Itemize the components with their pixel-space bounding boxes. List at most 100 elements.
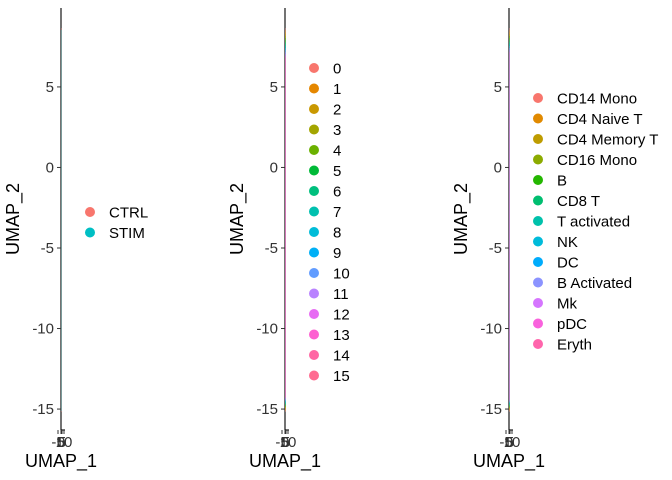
y-tick-label: -5	[41, 240, 54, 257]
legend-label: T activated	[557, 214, 630, 231]
y-tick-label: -15	[256, 401, 278, 418]
legend-label: CD4 Memory T	[557, 132, 658, 149]
y-tick-label: 0	[46, 159, 54, 176]
legend-key	[533, 236, 543, 247]
legend-label: CD16 Mono	[557, 152, 637, 169]
legend-label: 7	[333, 204, 341, 221]
y-tick-label: -5	[489, 240, 502, 257]
x-tick-label: -5	[51, 434, 64, 451]
legend-label: 5	[333, 163, 341, 180]
legend-key	[309, 268, 319, 278]
y-tick-label: -10	[256, 321, 278, 338]
legend: CD14 Mono CD4 Naive T CD4 Memory T CD16 Mon…	[533, 91, 658, 354]
x-tick-label: 10	[280, 434, 297, 451]
y-tick-label: -5	[265, 240, 278, 257]
y-tick-label: -10	[480, 321, 502, 338]
y-tick-label: 5	[270, 79, 278, 96]
legend-label: 4	[333, 143, 341, 160]
legend-label: 15	[333, 368, 350, 385]
y-axis-title: UMAP_2	[3, 183, 24, 255]
legend-label: 12	[333, 307, 350, 324]
legend-label: 9	[333, 245, 341, 262]
legend-key	[533, 216, 543, 226]
legend-key	[533, 134, 543, 144]
y-axis-title: UMAP_2	[451, 183, 472, 255]
x-tick-label: -5	[275, 434, 288, 451]
legend-key	[309, 83, 319, 94]
legend-key	[533, 154, 543, 165]
y-tick-label: -15	[480, 401, 502, 418]
x-tick-label: 0	[505, 434, 513, 451]
umap-panel-2: 50-5-10-15-50510UMAP_1UMAP_2012345678910…	[227, 8, 350, 472]
legend-key	[309, 370, 319, 381]
legend-key	[309, 288, 319, 299]
legend-key	[85, 207, 95, 217]
legend-label: STIM	[109, 225, 145, 242]
legend-key	[85, 227, 95, 238]
legend-label: CD4 Naive T	[557, 111, 643, 128]
legend-key	[309, 63, 319, 73]
legend-label: NK	[557, 234, 578, 251]
legend-label: 13	[333, 327, 350, 344]
legend-key	[309, 309, 319, 319]
y-axis-title: UMAP_2	[227, 183, 248, 255]
x-tick-label: 10	[504, 434, 521, 451]
legend-key	[309, 124, 319, 135]
legend-key	[309, 104, 319, 114]
legend-key	[533, 318, 543, 329]
legend-key	[533, 113, 543, 124]
legend-label: CD8 T	[557, 193, 600, 210]
x-axis-title: UMAP_1	[249, 451, 321, 472]
legend-label: 11	[333, 286, 349, 303]
legend-key	[309, 227, 319, 237]
legend-label: pDC	[557, 316, 587, 333]
legend-key	[309, 165, 319, 176]
legend-label: 0	[333, 61, 341, 78]
legend-key	[309, 350, 319, 360]
x-tick-label: 5	[282, 434, 290, 451]
x-tick-label: 5	[58, 434, 66, 451]
legend-label: CD14 Mono	[557, 91, 637, 108]
legend-key	[533, 339, 543, 349]
y-tick-label: 0	[270, 159, 278, 176]
legend-label: 10	[333, 266, 350, 283]
legend-label: 8	[333, 225, 341, 242]
x-tick-label: 10	[56, 434, 73, 451]
legend-key	[533, 195, 543, 206]
legend-key	[309, 145, 319, 155]
y-tick-label: 0	[494, 159, 502, 176]
legend-key	[309, 329, 319, 340]
legend-label: DC	[557, 255, 579, 272]
x-tick-label: -5	[499, 434, 512, 451]
legend-label: B	[557, 173, 567, 190]
x-tick-label: 0	[281, 434, 289, 451]
legend-label: 3	[333, 122, 341, 139]
x-axis-title: UMAP_1	[25, 451, 97, 472]
legend-key	[533, 257, 543, 267]
y-tick-label: 5	[46, 79, 54, 96]
legend-label: Mk	[557, 296, 577, 313]
y-tick-label: -15	[32, 401, 54, 418]
y-tick-label: -10	[32, 321, 54, 338]
legend-label: 1	[333, 81, 341, 98]
legend-key	[309, 247, 319, 258]
legend-label: CTRL	[109, 205, 148, 222]
legend-key	[533, 298, 543, 308]
legend-key	[309, 206, 319, 217]
legend-label: Eryth	[557, 337, 592, 354]
x-axis-title: UMAP_1	[473, 451, 545, 472]
legend-label: 14	[333, 348, 350, 365]
x-tick-label: 0	[57, 434, 65, 451]
legend-key	[533, 175, 543, 185]
legend-label: 2	[333, 102, 341, 119]
y-tick-label: 5	[494, 79, 502, 96]
legend-key	[309, 186, 319, 196]
legend-key	[533, 277, 543, 288]
legend-key	[533, 93, 543, 103]
x-tick-label: 5	[506, 434, 514, 451]
legend-label: B Activated	[557, 275, 632, 292]
